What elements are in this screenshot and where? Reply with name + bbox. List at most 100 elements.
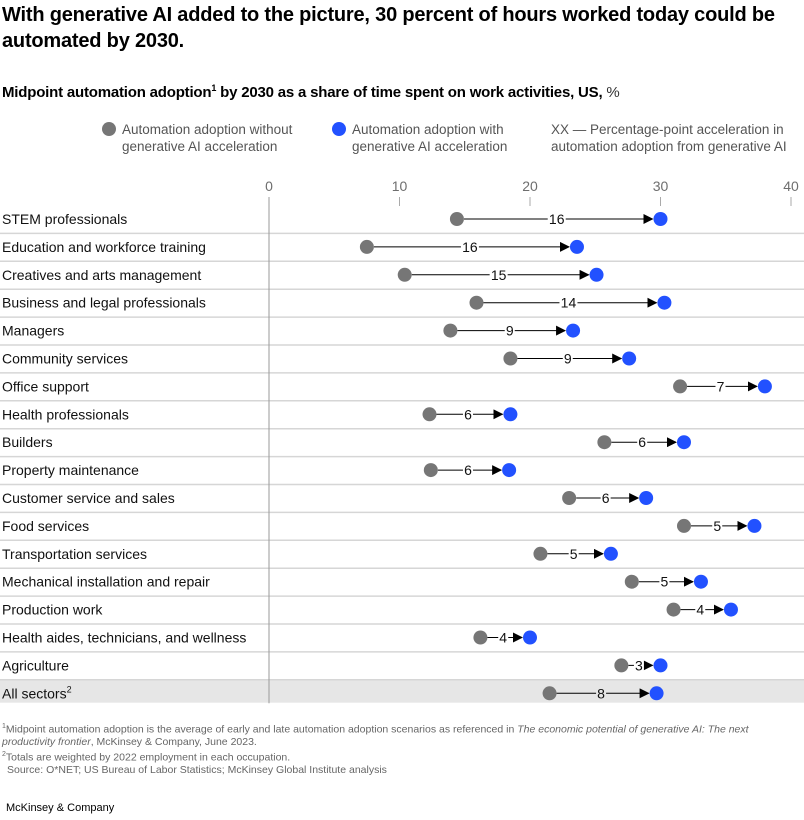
category-label: Agriculture xyxy=(2,657,69,673)
category-label: Business and legal professionals xyxy=(2,295,206,311)
dot-without-genai xyxy=(449,212,464,226)
delta-label-bg xyxy=(562,350,573,367)
delta-label-bg xyxy=(633,657,644,674)
dot-without-genai xyxy=(533,546,548,561)
delta-label: 8 xyxy=(597,685,605,701)
gray-dot-icon xyxy=(102,122,116,136)
dot-without-genai xyxy=(562,491,577,505)
legend-delta-line1: XX — Percentage-point acceleration in xyxy=(551,122,784,137)
x-tick-label: 10 xyxy=(392,178,408,194)
category-label: Creatives and arts management xyxy=(2,267,201,283)
dot-without-genai xyxy=(473,630,488,645)
delta-label-bg xyxy=(712,517,723,534)
delta-label-bg xyxy=(462,462,473,479)
delta-label: 5 xyxy=(713,518,721,534)
dot-without-genai xyxy=(597,435,612,450)
subtitle-text: Midpoint automation adoption xyxy=(2,84,212,101)
brand-logo-text: McKinsey & Company xyxy=(6,802,115,814)
dot-with-genai xyxy=(723,602,738,617)
footnote-ref-2: 2 xyxy=(67,684,72,694)
dot-with-genai xyxy=(503,407,518,422)
delta-label: 6 xyxy=(464,462,472,478)
chart-subtitle: Midpoint automation adoption1 by 2030 as… xyxy=(2,78,620,103)
dot-without-genai xyxy=(624,574,639,589)
dot-without-genai xyxy=(503,351,518,366)
delta-label-bg xyxy=(489,266,508,283)
dot-with-genai xyxy=(566,323,581,338)
footnote-1-citation: The economic potential of generative AI:… xyxy=(2,723,749,749)
x-tick-label: 40 xyxy=(783,178,799,194)
dumbbell-chart: 0 10 20 30 40 STEM professionals 16 Education a… xyxy=(0,178,804,704)
category-label: Transportation services xyxy=(2,546,147,562)
delta-label: 3 xyxy=(635,657,643,673)
footnote-ref-1: 1 xyxy=(211,83,217,93)
category-label: Production work xyxy=(2,602,103,618)
delta-label-bg xyxy=(695,601,706,618)
dot-with-genai xyxy=(757,379,772,394)
dot-without-genai xyxy=(422,407,437,422)
delta-label: 14 xyxy=(561,295,577,311)
dot-without-genai xyxy=(666,602,681,617)
dot-with-genai xyxy=(747,518,762,533)
delta-label-bg xyxy=(596,685,607,702)
delta-label-bg xyxy=(715,378,726,395)
delta-label: 15 xyxy=(491,267,507,283)
dot-without-genai xyxy=(676,518,691,533)
footnote-2: 2Totals are weighted by 2022 employment … xyxy=(2,750,291,764)
x-tick-label: 20 xyxy=(522,178,538,194)
delta-label: 6 xyxy=(638,434,646,450)
delta-label-bg xyxy=(600,490,611,506)
dot-without-genai xyxy=(469,295,484,310)
dot-with-genai xyxy=(693,574,708,589)
x-tick-label: 0 xyxy=(265,178,273,194)
dot-without-genai xyxy=(359,239,374,254)
legend-delta-line2: automation adoption from generative AI xyxy=(551,139,787,154)
category-label: Health aides, technicians, and wellness xyxy=(2,630,246,646)
delta-label: 4 xyxy=(696,602,704,618)
dot-with-genai xyxy=(603,546,618,561)
dot-with-genai xyxy=(502,463,517,478)
category-label: Education and workforce training xyxy=(2,239,206,255)
footnote-1: 1Midpoint automation adoption is the ave… xyxy=(2,723,749,749)
dot-without-genai xyxy=(673,379,688,394)
dot-without-genai xyxy=(443,323,458,338)
dot-with-genai xyxy=(653,658,668,673)
delta-label: 7 xyxy=(717,378,725,394)
category-label: All sectors2 xyxy=(2,684,72,701)
category-label: Customer service and sales xyxy=(2,490,175,506)
delta-label-bg xyxy=(559,294,578,311)
source-note: Source: O*NET; US Bureau of Labor Statis… xyxy=(7,763,387,776)
delta-label: 16 xyxy=(462,239,478,255)
category-label: STEM professionals xyxy=(2,211,127,227)
dot-with-genai xyxy=(653,212,668,226)
delta-label-bg xyxy=(547,211,566,227)
delta-label: 6 xyxy=(602,490,610,506)
category-label: Builders xyxy=(2,434,53,450)
delta-label-bg xyxy=(498,629,509,646)
legend-item-without: Automation adoption without generative A… xyxy=(102,121,292,155)
dot-with-genai xyxy=(589,267,604,282)
dot-without-genai xyxy=(542,686,557,701)
dot-with-genai xyxy=(622,351,637,366)
dot-without-genai xyxy=(423,463,438,478)
delta-label: 4 xyxy=(499,630,507,646)
x-tick-label: 30 xyxy=(653,178,669,194)
delta-label: 9 xyxy=(564,351,572,367)
highlight-row-band xyxy=(0,679,804,703)
category-label: Community services xyxy=(2,351,128,367)
category-label: Office support xyxy=(2,378,89,394)
subtitle-text-tail: by 2030 as a share of time spent on work… xyxy=(216,84,607,101)
delta-label: 5 xyxy=(570,546,578,562)
delta-label-bg xyxy=(568,545,579,562)
dot-with-genai xyxy=(649,686,664,701)
legend-without-line2: generative AI acceleration xyxy=(122,139,278,154)
legend-item-with: Automation adoption with generative AI a… xyxy=(332,121,507,155)
delta-label: 6 xyxy=(464,406,472,422)
dot-with-genai xyxy=(639,491,654,505)
category-label: Property maintenance xyxy=(2,462,139,478)
delta-label-bg xyxy=(462,406,473,423)
delta-label-bg xyxy=(659,573,670,590)
delta-label: 9 xyxy=(506,323,514,339)
category-label: Food services xyxy=(2,518,89,534)
category-label: Mechanical installation and repair xyxy=(2,574,210,590)
